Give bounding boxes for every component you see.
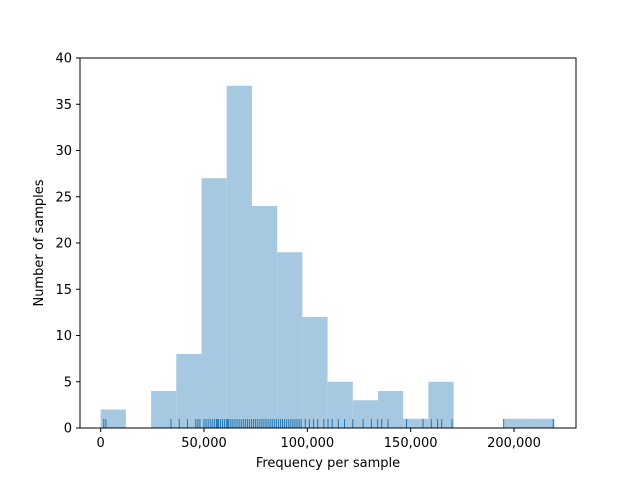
y-tick-label: 35 bbox=[55, 98, 72, 113]
y-tick-label: 20 bbox=[55, 237, 72, 252]
y-tick-label: 5 bbox=[64, 375, 72, 390]
histogram-bar bbox=[352, 400, 379, 428]
histogram-bar bbox=[226, 85, 252, 428]
y-tick-label: 15 bbox=[55, 283, 72, 298]
x-axis-label: Frequency per sample bbox=[256, 456, 400, 471]
y-axis-ticks: 0 5 10 15 20 25 30 35 40 bbox=[55, 52, 80, 437]
histogram-bar bbox=[428, 381, 454, 428]
x-tick-label: 0 bbox=[97, 436, 105, 451]
rug-marks bbox=[103, 419, 554, 428]
x-axis-ticks: 0 50,000 100,000 150,000 200,000 bbox=[97, 428, 541, 451]
y-tick-label: 10 bbox=[55, 329, 72, 344]
histogram-bar bbox=[403, 418, 429, 428]
histogram-bar bbox=[201, 178, 227, 428]
x-tick-label: 100,000 bbox=[280, 436, 334, 451]
histogram-bar bbox=[251, 206, 278, 428]
y-tick-label: 30 bbox=[55, 144, 72, 159]
histogram-bars bbox=[100, 85, 555, 428]
y-tick-label: 40 bbox=[55, 52, 72, 67]
histogram-bar bbox=[327, 381, 353, 428]
x-tick-label: 50,000 bbox=[181, 436, 227, 451]
histogram-bar bbox=[151, 391, 177, 428]
histogram-bar bbox=[176, 354, 202, 428]
y-axis-label: Number of samples bbox=[32, 179, 47, 306]
histogram-bar bbox=[529, 418, 555, 428]
histogram-bar bbox=[302, 317, 328, 428]
plot-frame bbox=[79, 57, 577, 429]
x-tick-label: 150,000 bbox=[384, 436, 438, 451]
y-tick-label: 0 bbox=[64, 422, 72, 437]
histogram-bar bbox=[277, 252, 303, 428]
histogram-bar bbox=[100, 409, 126, 428]
x-tick-label: 200,000 bbox=[487, 436, 541, 451]
y-tick-label: 25 bbox=[55, 190, 72, 205]
histogram-bar bbox=[504, 418, 530, 428]
